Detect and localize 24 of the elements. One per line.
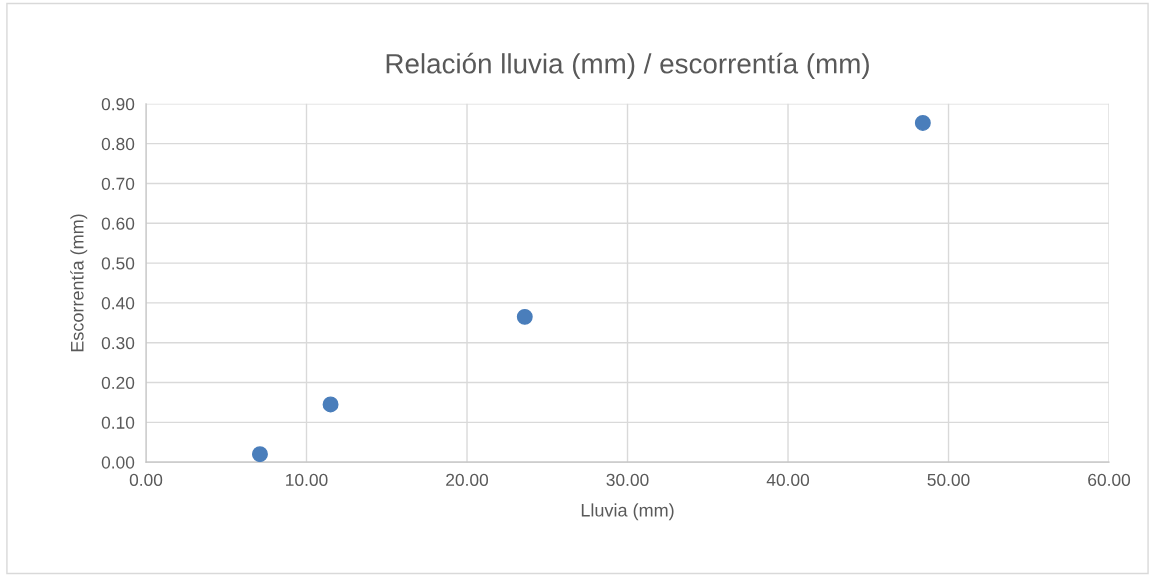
y-axis-title: Escorrentía (mm) (70, 214, 88, 352)
x-tick-label: 40.00 (766, 473, 810, 487)
y-tick-label: 0.20 (101, 376, 135, 390)
y-tick-label: 0.30 (101, 336, 135, 350)
point (322, 396, 339, 413)
y-tick-label: 0.60 (101, 217, 135, 230)
y-tick-label: 0.70 (101, 177, 135, 190)
x-tick-label: 30.00 (606, 473, 649, 487)
y-tick-label: 0.10 (101, 416, 135, 429)
y-tick-label: 0.90 (101, 98, 135, 111)
y-tick-label: 0.00 (101, 456, 135, 469)
chart-title: Relación lluvia (mm) / escorrentía (mm) (386, 52, 869, 80)
x-tick-label: 50.00 (927, 473, 970, 487)
x-tick-label: 20.00 (446, 473, 489, 487)
y-tick-label: 0.50 (101, 257, 135, 270)
x-tick-label: 0.00 (129, 473, 163, 487)
x-tick-label: 60.00 (1088, 473, 1131, 487)
point (914, 114, 931, 131)
point (251, 446, 268, 463)
y-tick-label: 0.80 (101, 137, 135, 151)
x-tick-label: 10.00 (286, 473, 328, 487)
y-tick-label: 0.40 (101, 297, 135, 310)
x-axis-title: Lluvia (mm) (581, 503, 674, 521)
point (516, 308, 533, 325)
